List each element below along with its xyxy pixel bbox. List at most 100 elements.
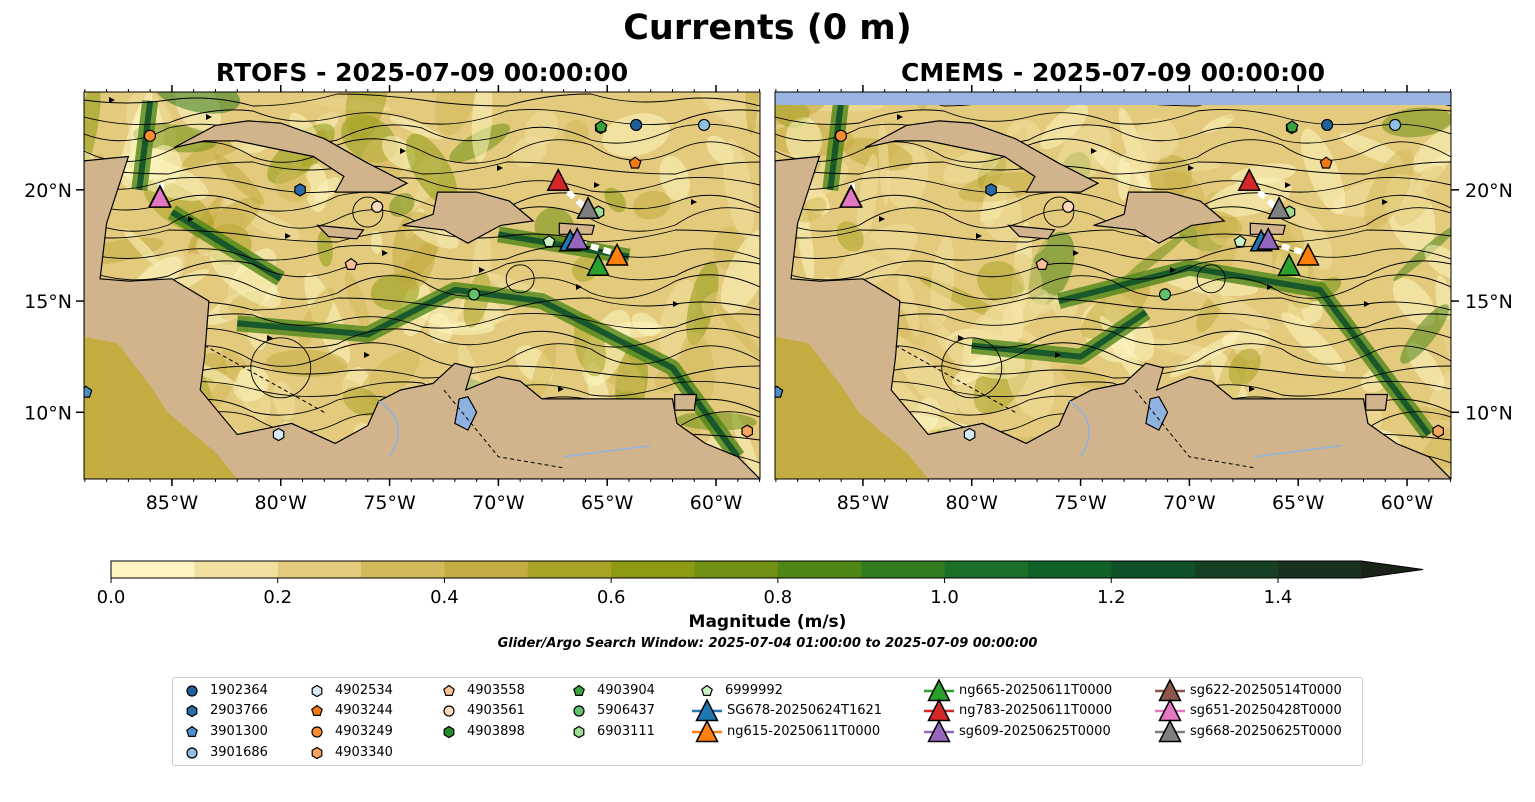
colorbar-bin (1194, 561, 1279, 578)
legend-float-5906437-icon (573, 705, 585, 717)
legend-float-5906437-label: 5906437 (597, 703, 655, 718)
legend-glider-sg668-20250625T0000-label: sg668-20250625T0000 (1190, 724, 1342, 739)
colorbar-tick-label: 0.6 (597, 587, 626, 608)
streamline-arrow (1073, 250, 1079, 256)
streamline-arrow (958, 335, 964, 341)
eddy-streamline (352, 196, 384, 228)
float-marker-3901686 (697, 118, 711, 132)
glider-legend-marker (927, 719, 951, 743)
float-legend-marker (311, 746, 323, 760)
streamline (775, 161, 1451, 175)
colorbar-bin (1278, 561, 1362, 578)
legend-float-1902364-icon (186, 685, 198, 697)
land (1007, 224, 1056, 240)
colorbar-bin (861, 561, 946, 578)
land (674, 393, 698, 411)
colorbar-bin (944, 561, 1029, 578)
legend: 1902364 2903766 3901300 3901686 4902534 49032… (172, 677, 1363, 766)
legend-glider-ng665-20250611T0000-label: ng665-20250611T0000 (959, 683, 1113, 698)
legend-float-2903766-label: 2903766 (210, 703, 268, 718)
glider-marker-sg651-20250428T0000 (839, 185, 863, 208)
streamline (84, 259, 760, 281)
lat-tick-label: 10°N (1465, 402, 1513, 424)
float-marker-4903558 (344, 257, 358, 270)
search-window-text: Glider/Argo Search Window: 2025-07-04 01… (497, 636, 1038, 651)
colorbar-extend-arrow (1361, 561, 1423, 578)
lon-tick-label: 60°W (1381, 492, 1434, 514)
streamline-arrow (976, 233, 982, 239)
colorbar: 0.0 0.2 0.4 0.6 0.8 1.0 1.2 1.4 (97, 560, 1424, 608)
lat-tick-label: 10°N (24, 402, 72, 424)
glider-legend-marker (1158, 719, 1182, 743)
legend-glider-sg609-20250625T0000-label: sg609-20250625T0000 (959, 724, 1111, 739)
streamline-arrow (673, 301, 679, 307)
streamline-arrow (1170, 267, 1176, 273)
legend-float-4903244-label: 4903244 (335, 703, 393, 718)
streamline (775, 274, 1451, 300)
lon-tick-label: 65°W (581, 492, 634, 514)
streamline-arrow (1267, 284, 1273, 290)
streamline-arrow (879, 216, 885, 222)
no-data-band (775, 92, 1451, 105)
legend-float-4903898-icon (443, 725, 455, 739)
glider-marker-ng615-20250611T0000 (605, 242, 629, 266)
legend-float-4903904-icon (573, 684, 585, 696)
lon-tick-label: 80°W (255, 492, 308, 514)
float-legend-marker (443, 705, 455, 717)
land (1093, 191, 1226, 244)
glider-marker-sg668-20250625T0000 (576, 196, 600, 220)
legend-float-4903561-label: 4903561 (467, 703, 525, 718)
lon-tick-label: 75°W (363, 492, 416, 514)
float-marker-3901300 (84, 385, 93, 398)
eddy-streamline (941, 337, 1003, 399)
colorbar-tick-label: 0.4 (430, 587, 459, 608)
lon-tick-label: 80°W (946, 492, 999, 514)
float-marker-6999992 (542, 234, 556, 248)
glider-marker-sg609-20250625T0000 (565, 227, 589, 250)
lon-tick-label: 85°W (146, 492, 199, 514)
streamline-arrow (382, 250, 388, 256)
colorbar-bin (694, 561, 779, 578)
legend-float-1902364-label: 1902364 (210, 683, 268, 698)
legend-glider-sg668-20250625T0000-icon (1155, 719, 1185, 743)
land (316, 224, 365, 240)
colorbar-bin (1027, 561, 1112, 578)
colorbar-bin (777, 561, 862, 578)
streamline-arrow (691, 199, 697, 205)
colorbar-bin (277, 561, 362, 578)
glider-marker-sg651-20250428T0000 (148, 185, 172, 208)
legend-glider-sg609-20250625T0000-icon (924, 719, 954, 743)
streamline-arrow (1364, 301, 1370, 307)
streamline-arrow (267, 335, 273, 341)
streamline-arrow (1188, 165, 1194, 171)
float-legend-marker (186, 725, 198, 737)
float-marker-1902364 (1321, 118, 1334, 132)
legend-glider-ng615-20250611T0000-icon (692, 719, 722, 743)
lake-maracaibo (1145, 396, 1169, 431)
float-legend-marker (186, 685, 198, 697)
legend-float-6903111-icon (573, 725, 585, 739)
lat-tick-label: 15°N (24, 291, 72, 313)
lon-tick-label: 65°W (1272, 492, 1325, 514)
float-marker-3901300 (775, 385, 784, 398)
streamline (775, 244, 1451, 262)
float-marker-4903904 (594, 120, 608, 133)
legend-float-4903244-icon (311, 704, 323, 716)
eddy-streamline (1196, 264, 1226, 294)
legend-float-6999992-label: 6999992 (725, 683, 783, 698)
legend-float-4903898-label: 4903898 (467, 724, 525, 739)
colorbar-bin (194, 561, 279, 578)
glider-marker-sg668-20250625T0000 (1267, 196, 1291, 220)
figure-title: Currents (0 m) (623, 8, 912, 48)
streamline-arrow (897, 114, 903, 120)
legend-glider-ng615-20250611T0000-label: ng615-20250611T0000 (727, 724, 881, 739)
legend-float-4902534-icon (311, 684, 323, 698)
legend-float-6903111-label: 6903111 (597, 724, 655, 739)
float-marker-4902534 (272, 427, 285, 442)
lon-tick-label: 70°W (472, 492, 525, 514)
legend-float-4903561-icon (443, 705, 455, 717)
streamline-arrow (576, 284, 582, 290)
colorbar-label: Magnitude (m/s) (688, 612, 847, 632)
pacific-ocean (84, 336, 238, 479)
land (1365, 393, 1389, 411)
